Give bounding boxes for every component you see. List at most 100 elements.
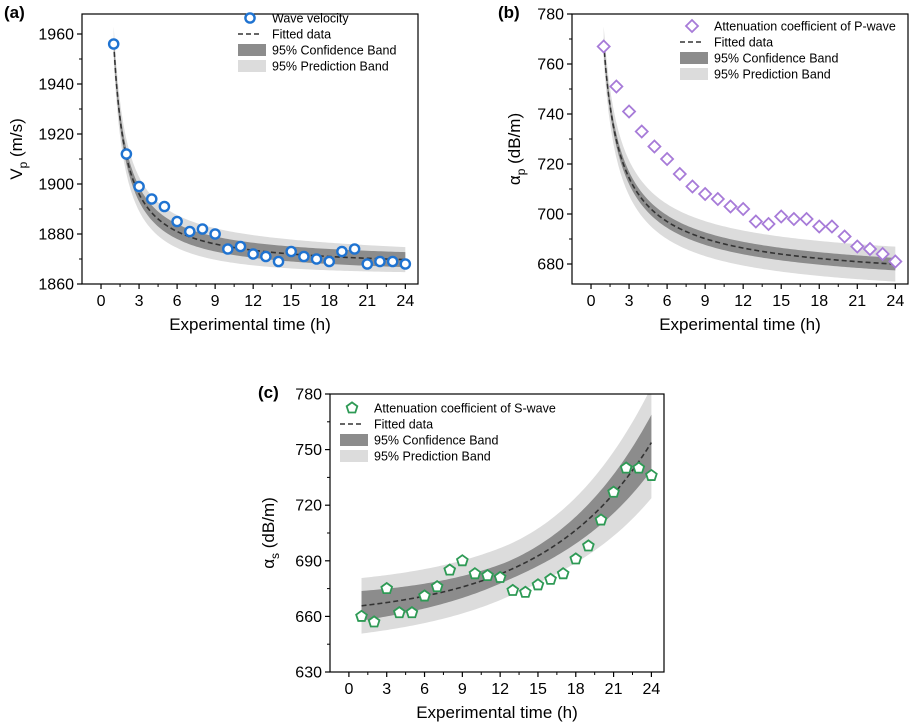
x-tick-label: 0	[344, 681, 353, 698]
data-point	[361, 258, 374, 270]
y-axis-unit: (m/s)	[7, 118, 26, 161]
y-axis-symbol: α	[505, 175, 524, 185]
data-point	[222, 243, 234, 255]
y-tick-label: 720	[295, 498, 322, 515]
legend-conf-swatch	[340, 434, 368, 446]
y-tick-label: 700	[537, 207, 564, 224]
legend-pred-label: 95% Prediction Band	[272, 60, 389, 74]
data-point	[481, 568, 494, 582]
data-point	[581, 539, 595, 552]
x-tick-label: 24	[642, 681, 660, 698]
data-point	[247, 248, 259, 260]
legend-points-label: Attenuation coefficient of P-wave	[714, 20, 896, 34]
data-point	[171, 215, 183, 228]
data-point	[710, 191, 726, 207]
x-tick-label: 21	[848, 293, 866, 310]
plot-area	[596, 26, 903, 282]
data-point	[374, 255, 386, 268]
y-tick-label: 750	[295, 442, 322, 459]
x-tick-label: 12	[491, 681, 509, 698]
prediction-band	[603, 26, 896, 282]
data-point	[748, 214, 764, 229]
data-point	[493, 570, 507, 583]
x-tick-label: 24	[396, 293, 414, 310]
data-point	[209, 228, 221, 240]
data-point	[310, 253, 323, 265]
data-point	[619, 461, 633, 474]
legend-fit-label: Fitted data	[272, 28, 331, 42]
x-tick-label: 6	[663, 293, 672, 310]
x-axis-title: Experimental time (h)	[169, 315, 331, 334]
data-point	[120, 148, 133, 160]
data-point	[399, 258, 412, 270]
data-point	[556, 567, 570, 580]
y-axis-symbol: α	[259, 559, 278, 569]
y-axis-subscript: p	[16, 161, 30, 168]
data-point	[336, 245, 348, 258]
data-point	[506, 583, 520, 596]
chart-c: 0 3 6 9 12 15 18 21 24 630 660 690 720 750 780 Experime…	[258, 383, 665, 722]
x-tick-label: 3	[625, 293, 634, 310]
data-point	[645, 468, 658, 481]
y-axis-subscript: s	[268, 553, 282, 559]
data-point	[723, 199, 738, 214]
legend-points-label: Attenuation coefficient of S-wave	[374, 402, 556, 416]
data-point	[183, 225, 196, 238]
data-point	[367, 615, 381, 628]
legend-fit-label: Fitted data	[714, 36, 773, 50]
data-point	[837, 229, 852, 244]
x-tick-label: 12	[244, 293, 262, 310]
data-point	[531, 578, 545, 591]
x-tick-label: 15	[772, 293, 790, 310]
data-point	[609, 79, 624, 94]
y-tick-label: 720	[537, 157, 564, 174]
legend: Wave velocity Fitted data 95% Confidence B…	[238, 12, 396, 74]
plot-area	[355, 394, 658, 634]
y-tick-label: 1940	[38, 77, 74, 94]
data-point	[468, 567, 482, 580]
legend-conf-label: 95% Confidence Band	[374, 434, 498, 448]
data-point	[634, 124, 650, 139]
y-tick-label: 660	[295, 609, 322, 626]
x-tick-label: 24	[886, 293, 904, 310]
y-tick-label: 680	[537, 257, 564, 274]
legend-fit-label: Fitted data	[374, 418, 433, 432]
x-tick-label: 9	[701, 293, 710, 310]
data-point	[621, 104, 637, 119]
y-axis-unit: (dB/m)	[505, 113, 524, 169]
prediction-band	[361, 394, 652, 634]
data-point	[392, 605, 406, 619]
data-point	[418, 589, 431, 602]
y-axis-subscript: p	[514, 168, 528, 175]
prediction-band	[113, 26, 406, 273]
x-axis-title: Experimental time (h)	[416, 703, 578, 722]
y-tick-label: 1960	[38, 27, 74, 44]
y-axis-title: αp (dB/m)	[505, 113, 528, 185]
x-tick-label: 0	[587, 293, 596, 310]
data-point	[786, 211, 802, 227]
data-point	[761, 216, 776, 232]
data-point	[647, 139, 662, 154]
x-tick-label: 3	[135, 293, 144, 310]
y-tick-label: 1880	[38, 227, 74, 244]
y-tick-label: 1860	[38, 277, 74, 294]
data-point	[107, 38, 120, 50]
data-point	[697, 186, 713, 202]
legend-pred-label: 95% Prediction Band	[714, 68, 831, 82]
x-tick-label: 6	[173, 293, 182, 310]
data-point	[875, 246, 890, 262]
data-point	[735, 201, 751, 217]
y-tick-label: 1920	[38, 127, 74, 144]
y-tick-label: 780	[295, 387, 322, 404]
data-point	[443, 563, 457, 576]
data-point	[345, 401, 359, 414]
fitted-line	[361, 442, 653, 607]
data-point	[685, 179, 700, 194]
legend-conf-label: 95% Confidence Band	[272, 44, 396, 58]
data-point	[285, 245, 298, 258]
y-axis-symbol: V	[7, 168, 26, 180]
confidence-band	[361, 414, 652, 621]
y-axis-title: αs (dB/m)	[259, 497, 282, 569]
data-point	[596, 39, 611, 54]
